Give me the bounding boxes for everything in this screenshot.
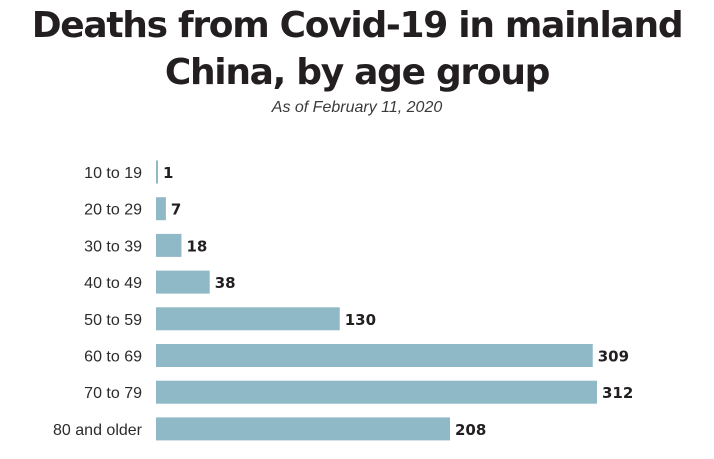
category-label: 30 to 39 xyxy=(84,238,142,255)
data-label: 38 xyxy=(215,274,236,292)
category-label: 80 and older xyxy=(53,422,143,439)
category-label: 50 to 59 xyxy=(84,312,142,329)
data-label: 7 xyxy=(171,201,181,219)
category-label: 40 to 49 xyxy=(84,275,142,292)
chart-subtitle: As of February 11, 2020 xyxy=(271,99,443,116)
category-label: 10 to 19 xyxy=(84,165,142,182)
data-label: 208 xyxy=(455,421,486,439)
bar xyxy=(156,344,593,367)
bar xyxy=(156,233,182,257)
data-label: 18 xyxy=(186,237,207,255)
data-label: 309 xyxy=(598,348,629,366)
data-label: 312 xyxy=(602,384,633,402)
category-label: 70 to 79 xyxy=(84,385,142,402)
bar xyxy=(156,197,166,221)
bar xyxy=(156,270,210,294)
category-label: 20 to 29 xyxy=(84,202,142,219)
data-label: 130 xyxy=(345,311,376,329)
bar xyxy=(156,307,340,331)
chart-title: Deaths from Covid-19 in mainland China, … xyxy=(31,5,684,93)
category-label: 60 to 69 xyxy=(84,349,142,366)
bar xyxy=(156,160,158,184)
data-label: 1 xyxy=(163,164,173,182)
bar xyxy=(156,417,450,441)
chart-header: Deaths from Covid-19 in mainland China, … xyxy=(0,0,714,118)
bar xyxy=(156,380,597,404)
